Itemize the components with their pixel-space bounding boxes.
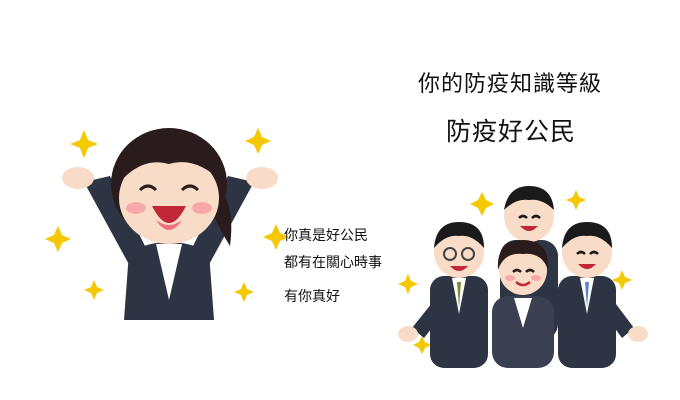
message-line: 你真是好公民 (284, 228, 368, 244)
message-line: 有你真好 (284, 289, 340, 305)
sparkle-icon (398, 274, 418, 294)
page-title: 你的防疫知識等級 (418, 72, 603, 97)
sparkle-icon (45, 226, 71, 252)
cheering-woman-illustration (45, 128, 289, 320)
sparkle-icon (234, 282, 254, 302)
sparkle-icon (70, 130, 98, 158)
sparkle-icon (84, 280, 104, 300)
sparkle-icon (470, 192, 494, 216)
sparkle-icon (245, 128, 271, 154)
sparkle-icon (612, 270, 632, 290)
sparkle-icon (566, 190, 586, 210)
message-line: 都有在關心時事 (284, 255, 382, 271)
sparkle-icon (263, 224, 289, 250)
business-group-illustration (398, 186, 648, 368)
sparkle-icon (413, 336, 431, 354)
knowledge-level-result: 防疫好公民 (446, 117, 577, 146)
